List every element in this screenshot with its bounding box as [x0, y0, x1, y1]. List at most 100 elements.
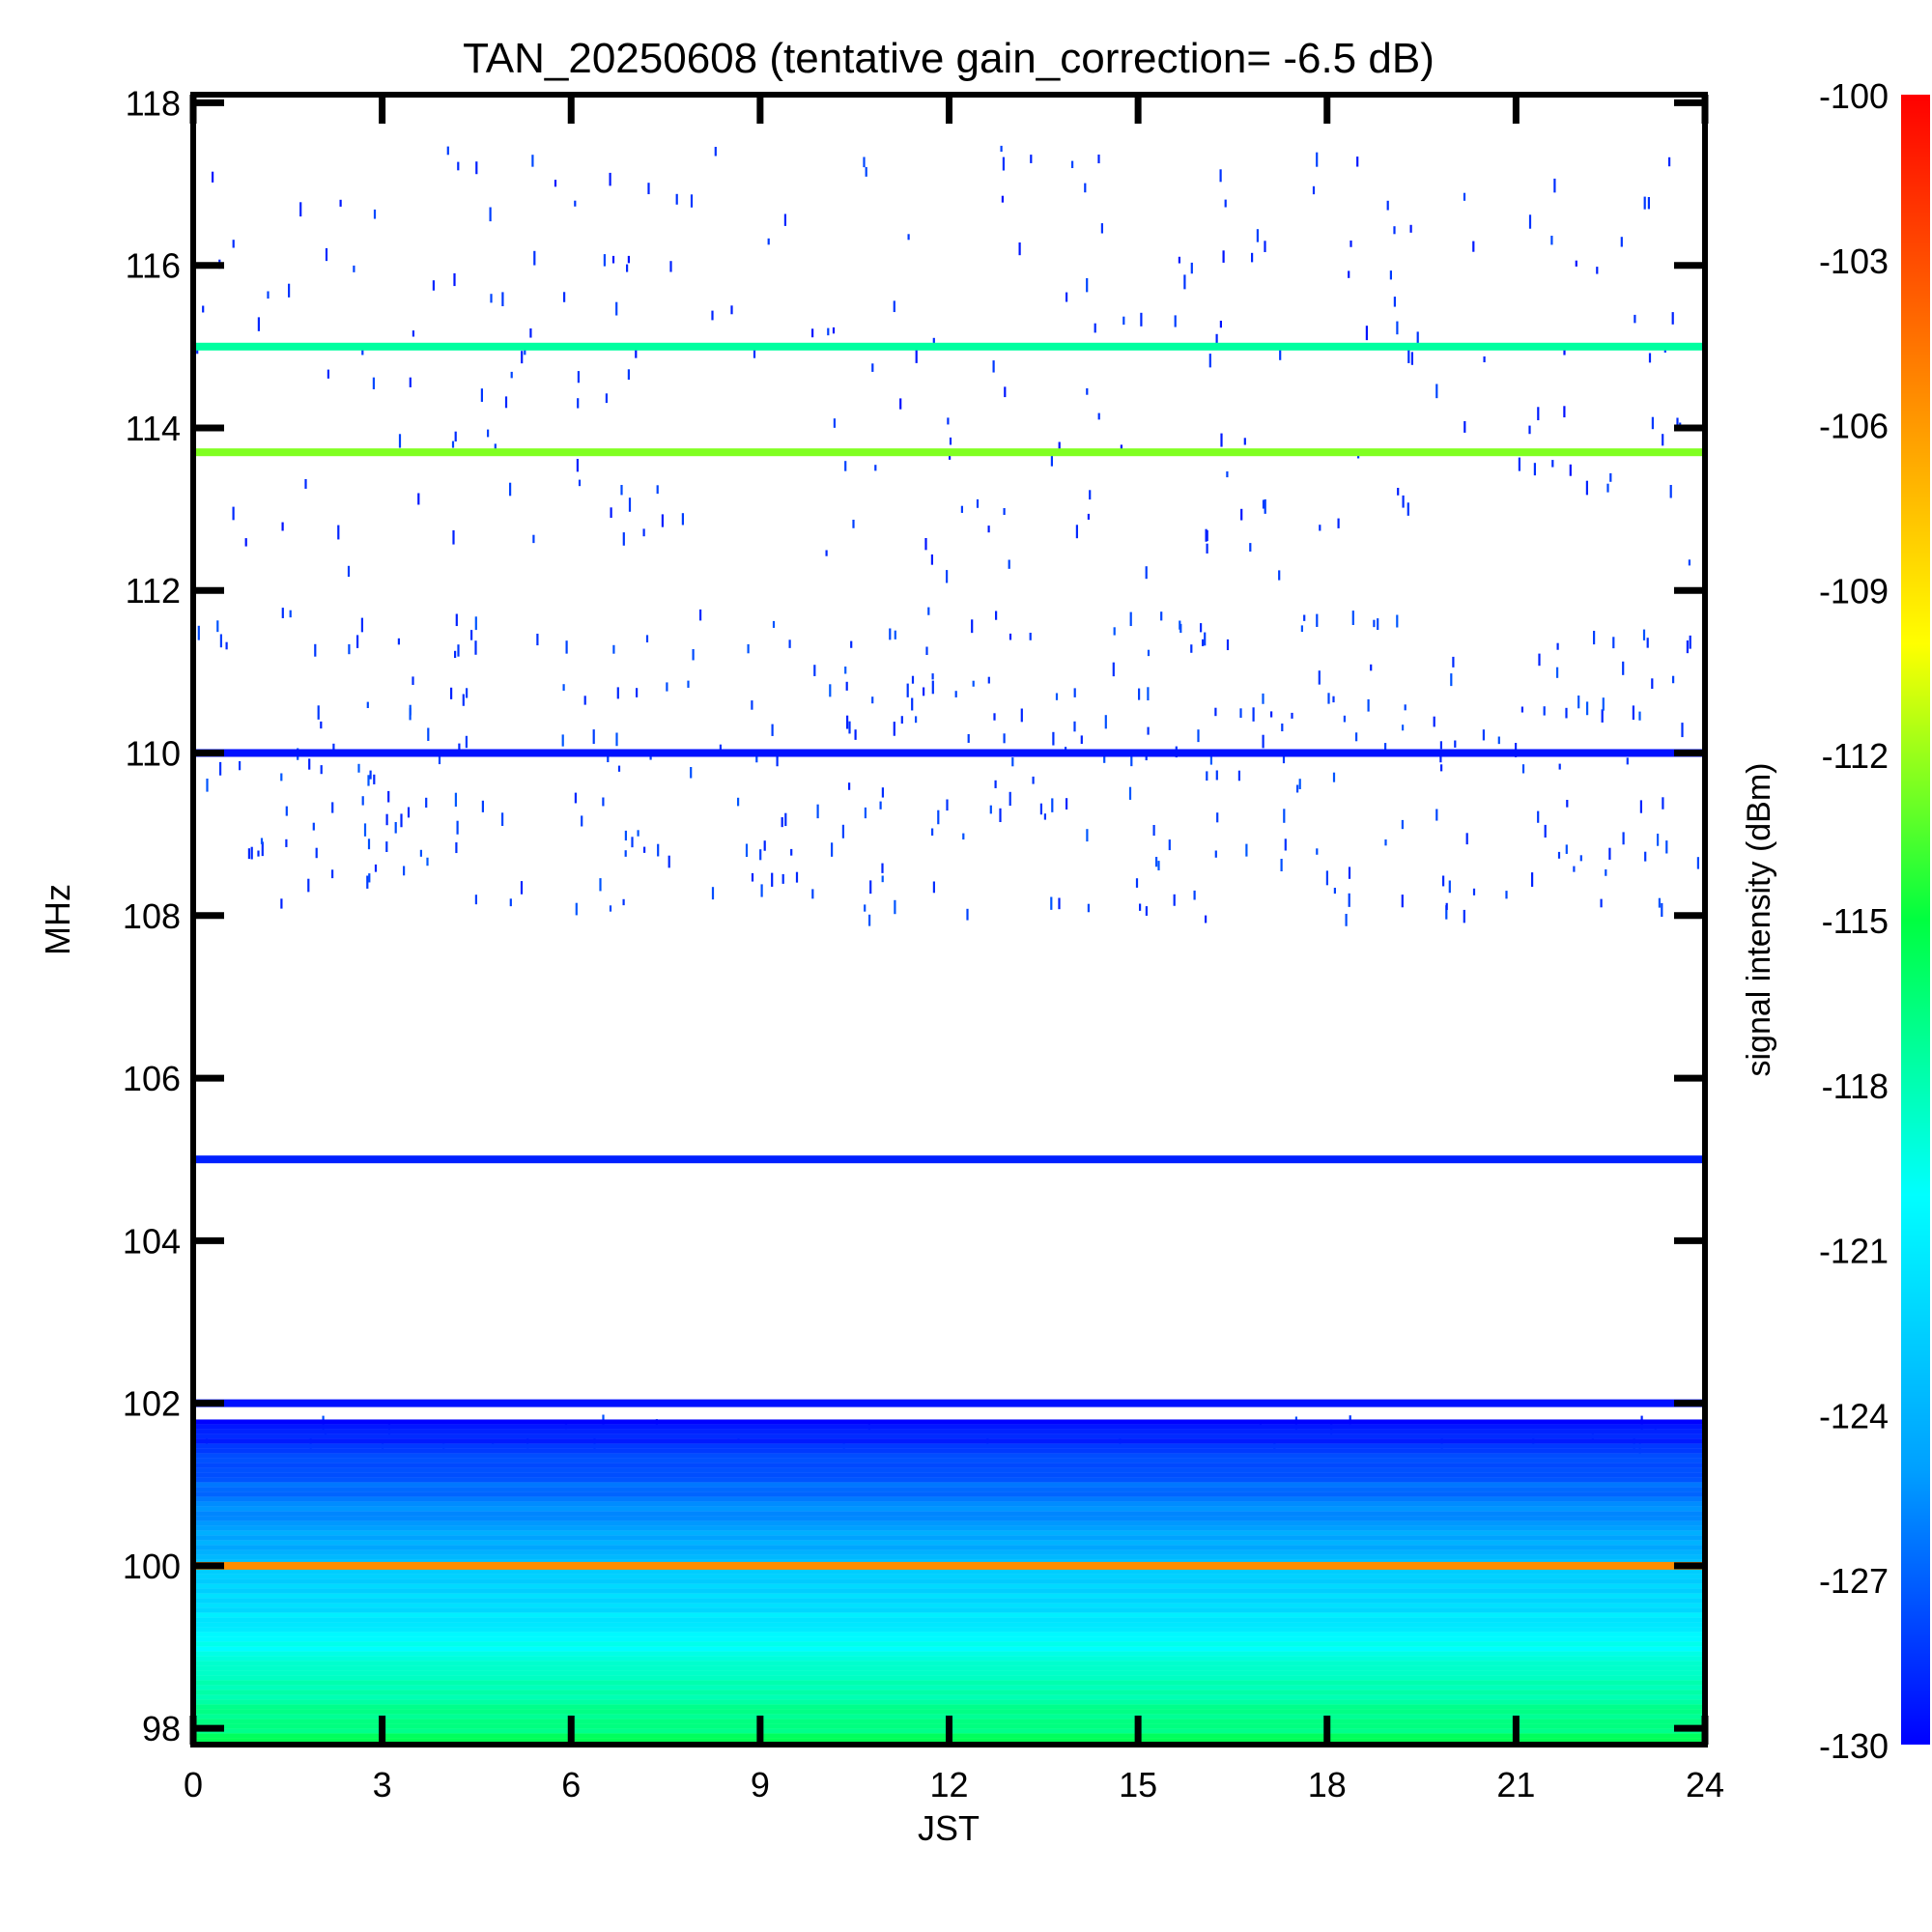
- band-row: [193, 1525, 1705, 1531]
- band-noise-mid: [197, 607, 1699, 926]
- noise-speck: [232, 506, 235, 521]
- noise-speck: [280, 773, 283, 781]
- noise-speck: [1145, 566, 1148, 580]
- noise-speck: [307, 878, 310, 893]
- noise-speck: [1348, 867, 1351, 879]
- noise-speck: [1147, 649, 1151, 657]
- noise-speck: [315, 847, 318, 859]
- noise-speck: [1065, 798, 1068, 810]
- noise-speck: [1332, 696, 1335, 703]
- noise-speck: [1410, 352, 1413, 365]
- noise-speck: [1435, 384, 1438, 399]
- noise-speck: [1216, 812, 1219, 823]
- noise-speck: [1097, 155, 1100, 164]
- noise-speck: [1445, 902, 1448, 910]
- band-row: [193, 1603, 1705, 1608]
- noise-speck: [719, 744, 722, 751]
- noise-speck: [1435, 809, 1438, 821]
- noise-speck: [285, 806, 288, 816]
- noise-speck: [881, 863, 884, 873]
- noise-speck: [829, 684, 832, 697]
- noise-speck: [196, 347, 199, 355]
- noise-speck: [844, 667, 847, 674]
- noise-speck: [363, 823, 367, 837]
- noise-speck: [937, 810, 940, 825]
- noise-speck: [612, 644, 615, 654]
- noise-speck: [1448, 880, 1451, 894]
- noise-speck: [304, 479, 307, 489]
- band-row: [193, 1699, 1705, 1705]
- noise-speck: [1147, 726, 1150, 735]
- noise-speck: [631, 837, 634, 848]
- noise-speck: [1384, 839, 1387, 846]
- band-row: [193, 1617, 1705, 1623]
- noise-speck: [536, 634, 539, 646]
- noise-speck: [626, 264, 629, 272]
- noise-speck: [250, 846, 253, 860]
- noise-speck: [931, 680, 934, 695]
- noise-speck: [881, 875, 884, 883]
- noise-speck: [924, 538, 927, 551]
- noise-speck: [1543, 706, 1546, 716]
- noise-speck: [1252, 707, 1255, 722]
- noise-speck: [1450, 673, 1453, 687]
- noise-speck: [669, 261, 672, 272]
- noise-speck: [811, 889, 814, 899]
- spectrogram-heatmap: [193, 145, 1705, 1744]
- noise-speck: [400, 813, 403, 828]
- noise-speck: [1332, 772, 1336, 782]
- noise-speck: [759, 849, 762, 861]
- noise-speck: [417, 493, 420, 505]
- noise-speck: [1086, 388, 1089, 395]
- noise-speck: [1174, 315, 1177, 327]
- y-tick-label: 114: [126, 409, 181, 448]
- noise-speck: [967, 734, 970, 743]
- noise-speck: [1051, 798, 1054, 812]
- band-row: [193, 1656, 1705, 1662]
- noise-speck: [947, 417, 950, 425]
- noise-speck: [1609, 472, 1612, 482]
- noise-speck: [332, 743, 335, 753]
- noise-speck: [1264, 498, 1266, 514]
- noise-speck: [1439, 751, 1442, 763]
- noise-speck: [1593, 631, 1596, 645]
- noise-speck: [288, 283, 291, 298]
- band-row: [193, 1627, 1705, 1633]
- noise-speck: [1402, 724, 1405, 731]
- noise-speck: [730, 305, 733, 315]
- noise-speck: [1152, 825, 1155, 837]
- noise-speck: [320, 765, 323, 775]
- noise-speck: [532, 534, 535, 544]
- noise-speck: [1183, 274, 1186, 290]
- noise-speck: [281, 608, 284, 618]
- y-axis-label: MHz: [38, 884, 77, 955]
- noise-speck: [1662, 434, 1664, 446]
- noise-speck: [260, 838, 264, 844]
- noise-speck: [1350, 241, 1352, 247]
- band-row: [193, 1453, 1705, 1459]
- noise-speck: [1579, 855, 1582, 862]
- noise-speck: [1128, 786, 1132, 800]
- noise-speck: [501, 292, 504, 306]
- noise-speck: [397, 638, 400, 645]
- x-tick-label: 18: [1308, 1765, 1347, 1804]
- band-row: [193, 1636, 1705, 1642]
- noise-speck: [219, 761, 222, 776]
- band-row: [193, 1530, 1705, 1536]
- band-row: [193, 1670, 1705, 1676]
- band-row: [193, 1632, 1705, 1637]
- noise-speck: [831, 842, 834, 857]
- noise-speck: [1661, 902, 1663, 918]
- noise-speck: [871, 696, 874, 704]
- noise-speck: [1557, 851, 1561, 859]
- noise-speck: [372, 377, 375, 390]
- y-tick-label: 106: [123, 1059, 181, 1098]
- carrier-line: [193, 342, 1705, 351]
- noise-speck: [987, 526, 990, 533]
- noise-speck: [353, 265, 355, 272]
- y-tick-label: 100: [123, 1547, 181, 1586]
- noise-speck: [501, 812, 504, 826]
- noise-speck: [1404, 704, 1406, 711]
- noise-speck: [1367, 698, 1370, 712]
- noise-speck: [373, 774, 376, 784]
